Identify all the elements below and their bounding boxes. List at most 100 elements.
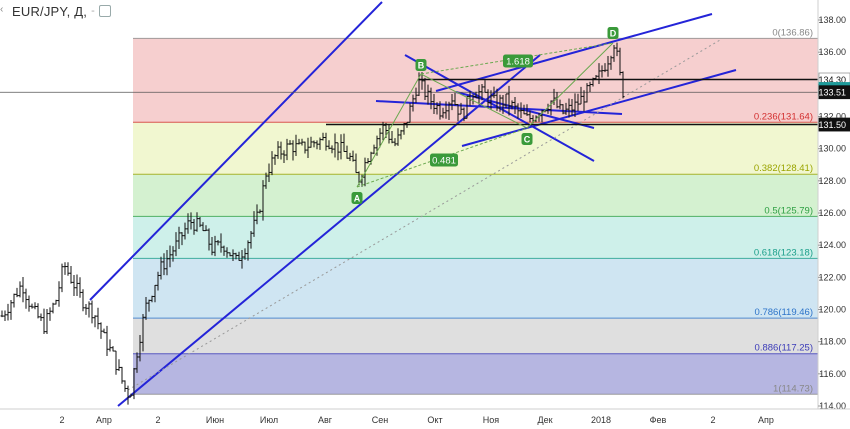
price-bar <box>456 103 460 122</box>
price-bar <box>105 325 109 356</box>
x-tick-label: Авг <box>318 415 333 425</box>
price-bar <box>600 65 604 78</box>
wedge-lower-line <box>375 100 623 115</box>
fib-band <box>133 353 818 395</box>
fib-level-label: 1(114.73) <box>773 383 813 394</box>
price-bar <box>462 107 466 122</box>
price-bar <box>0 310 4 318</box>
x-tick-label: Дек <box>537 415 552 425</box>
price-bar <box>189 212 193 230</box>
price-bar <box>228 252 232 257</box>
price-bar <box>237 251 241 261</box>
x-tick-label: Июл <box>260 415 278 425</box>
price-bar <box>390 130 394 144</box>
price-bar <box>459 102 463 115</box>
price-bar <box>429 87 433 110</box>
price-bar <box>240 249 244 269</box>
price-bar <box>336 142 340 161</box>
price-bar <box>225 247 229 258</box>
price-bar <box>288 140 292 145</box>
symbol-title[interactable]: EUR/JPY, Д, <box>12 3 88 19</box>
resistance-trendline <box>435 13 713 92</box>
price-bar <box>264 172 268 189</box>
price-bar <box>615 42 619 57</box>
price-bar <box>87 301 91 318</box>
price-bar <box>399 129 403 140</box>
price-bar <box>168 245 172 268</box>
price-bar <box>504 93 508 109</box>
x-tick-label: 2018 <box>591 415 611 425</box>
price-bar <box>183 222 187 240</box>
price-bar <box>222 245 226 256</box>
fib-lines: 0(136.86) 0.236(131.64) 0.382(128.41) 0.5(1… <box>133 27 818 395</box>
price-bar <box>291 140 295 161</box>
x-tick-label: Апр <box>96 415 112 425</box>
price-bar <box>294 134 298 156</box>
price-bar <box>324 132 328 151</box>
price-bar <box>525 104 529 116</box>
price-bar <box>186 213 190 234</box>
chevron-left-icon[interactable]: ‹ <box>0 4 4 15</box>
price-bar <box>177 226 181 250</box>
price-bar <box>204 225 208 232</box>
price-bar <box>300 138 304 146</box>
price-bar <box>93 315 97 328</box>
pattern-path <box>356 42 614 188</box>
price-bar <box>330 145 334 154</box>
price-bar <box>15 287 19 298</box>
price-bar <box>315 140 319 150</box>
price-bar <box>273 154 277 165</box>
price-bar <box>75 274 79 297</box>
price-bar <box>111 346 115 352</box>
price-bar <box>558 99 562 110</box>
pattern-point-badge <box>415 59 427 71</box>
price-bar <box>498 94 502 112</box>
pattern-overlay: A B C D 1.618 0.481 <box>351 27 619 204</box>
price-bar <box>483 80 487 93</box>
price-bar <box>45 309 49 334</box>
price-bar <box>153 284 157 303</box>
price-bar <box>576 93 580 112</box>
price-bar <box>129 393 133 398</box>
price-bar <box>327 140 331 150</box>
pattern-point-label: A <box>354 194 361 204</box>
price-bar <box>345 145 349 159</box>
y-tick-label: 132.00 <box>818 112 846 122</box>
price-bar <box>303 141 307 154</box>
square-icon[interactable] <box>98 5 111 17</box>
price-bar <box>486 89 490 108</box>
price-bar <box>195 212 199 232</box>
price-bar <box>354 153 358 174</box>
price-tag-box <box>818 117 850 132</box>
price-bar <box>69 266 73 284</box>
price-bar <box>480 84 484 101</box>
price-bar <box>522 104 526 115</box>
pattern-point-label: D <box>610 29 617 39</box>
price-bar <box>474 91 478 99</box>
ratio-badge: 1.618 <box>503 54 533 68</box>
price-bar <box>33 302 37 310</box>
y-tick-label: 120.00 <box>818 305 846 315</box>
price-bar <box>246 240 250 261</box>
price-bar <box>381 121 385 141</box>
x-tick-label: 2 <box>59 415 64 425</box>
price-bar <box>99 322 103 339</box>
fib-level-label: 0.236(131.64) <box>754 111 813 122</box>
price-bar <box>252 211 256 237</box>
y-tick-label: 126.00 <box>818 208 846 218</box>
price-bar <box>102 328 106 334</box>
pattern-point-label: C <box>524 135 531 145</box>
fib-band <box>133 216 818 259</box>
price-bar <box>450 93 454 111</box>
price-bar <box>297 138 301 145</box>
price-tag: 131.50 <box>818 117 850 132</box>
price-bar <box>585 83 589 103</box>
pattern-point-badge <box>351 192 363 204</box>
pattern-point-badge <box>521 133 533 145</box>
x-axis: 2 Апр 2 Июн Июл Авг Сен Окт Ноя Дек 2018 Фев 2 Апр <box>0 408 850 425</box>
price-bar <box>414 87 418 103</box>
price-bar <box>447 101 451 120</box>
price-bar <box>540 109 544 123</box>
